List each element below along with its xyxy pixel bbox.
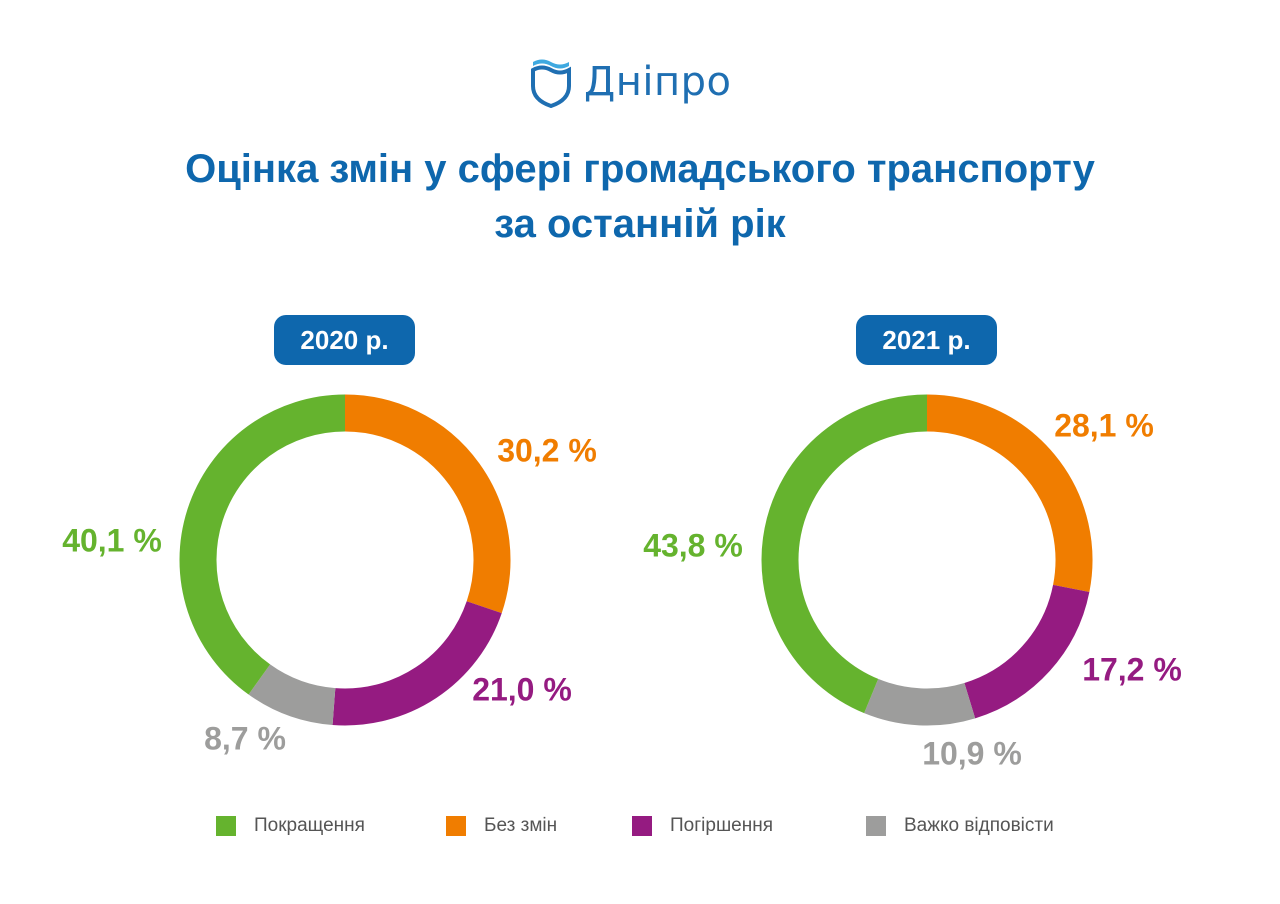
donut-2021-label-hard: 10,9 % [922, 735, 1022, 771]
donut-2021-slice-worse [963, 584, 1090, 719]
legend-label: Важко відповісти [904, 815, 1054, 836]
logo: Дніпро [528, 56, 732, 108]
donut-2020-label-improved: 40,1 % [62, 522, 162, 558]
shield-icon [531, 59, 571, 108]
page-title: Оцінка змін у сфері громадського транспо… [0, 142, 1280, 252]
legend-swatch [216, 816, 236, 836]
donut-2021-label-worse: 17,2 % [1082, 651, 1182, 687]
legend-label: Без змін [484, 815, 558, 836]
donut-2021-slice-hard [864, 678, 976, 726]
donut-2021-label-improved: 43,8 % [643, 527, 743, 563]
legend: Покращення Без змін Погіршення Важко відпов… [0, 815, 1280, 845]
title-line-2: за останній рік [494, 202, 786, 246]
legend-swatch [632, 816, 652, 836]
donut-2021-label-no-change: 28,1 % [1054, 407, 1154, 443]
donut-2020-slice-no-change [344, 394, 511, 614]
donut-2021-slice-improved [761, 394, 928, 714]
donut-2020-slice-hard [248, 664, 336, 726]
legend-item-worse: Погіршення [632, 815, 773, 837]
title-line-1: Оцінка змін у сфері громадського транспо… [185, 147, 1095, 191]
donut-2020-label-hard: 8,7 % [204, 720, 286, 756]
logo-text: Дніпро [584, 59, 732, 105]
legend-item-no-change: Без змін [446, 815, 557, 837]
donut-2020-label-worse: 21,0 % [472, 671, 572, 707]
legend-swatch [446, 816, 466, 836]
donut-2021-slice-no-change [926, 394, 1093, 593]
donut-2020-label-no-change: 30,2 % [497, 432, 597, 468]
year-badge-2021: 2021 р. [856, 315, 997, 365]
year-badge-2020: 2020 р. [274, 315, 415, 365]
legend-swatch [866, 816, 886, 836]
legend-label: Погіршення [670, 815, 774, 836]
legend-label: Покращення [254, 815, 365, 836]
donut-2020-slice-worse [332, 600, 502, 726]
donut-2020-slice-improved [179, 394, 346, 695]
legend-item-hard: Важко відповісти [866, 815, 1054, 837]
legend-item-improved: Покращення [216, 815, 365, 837]
